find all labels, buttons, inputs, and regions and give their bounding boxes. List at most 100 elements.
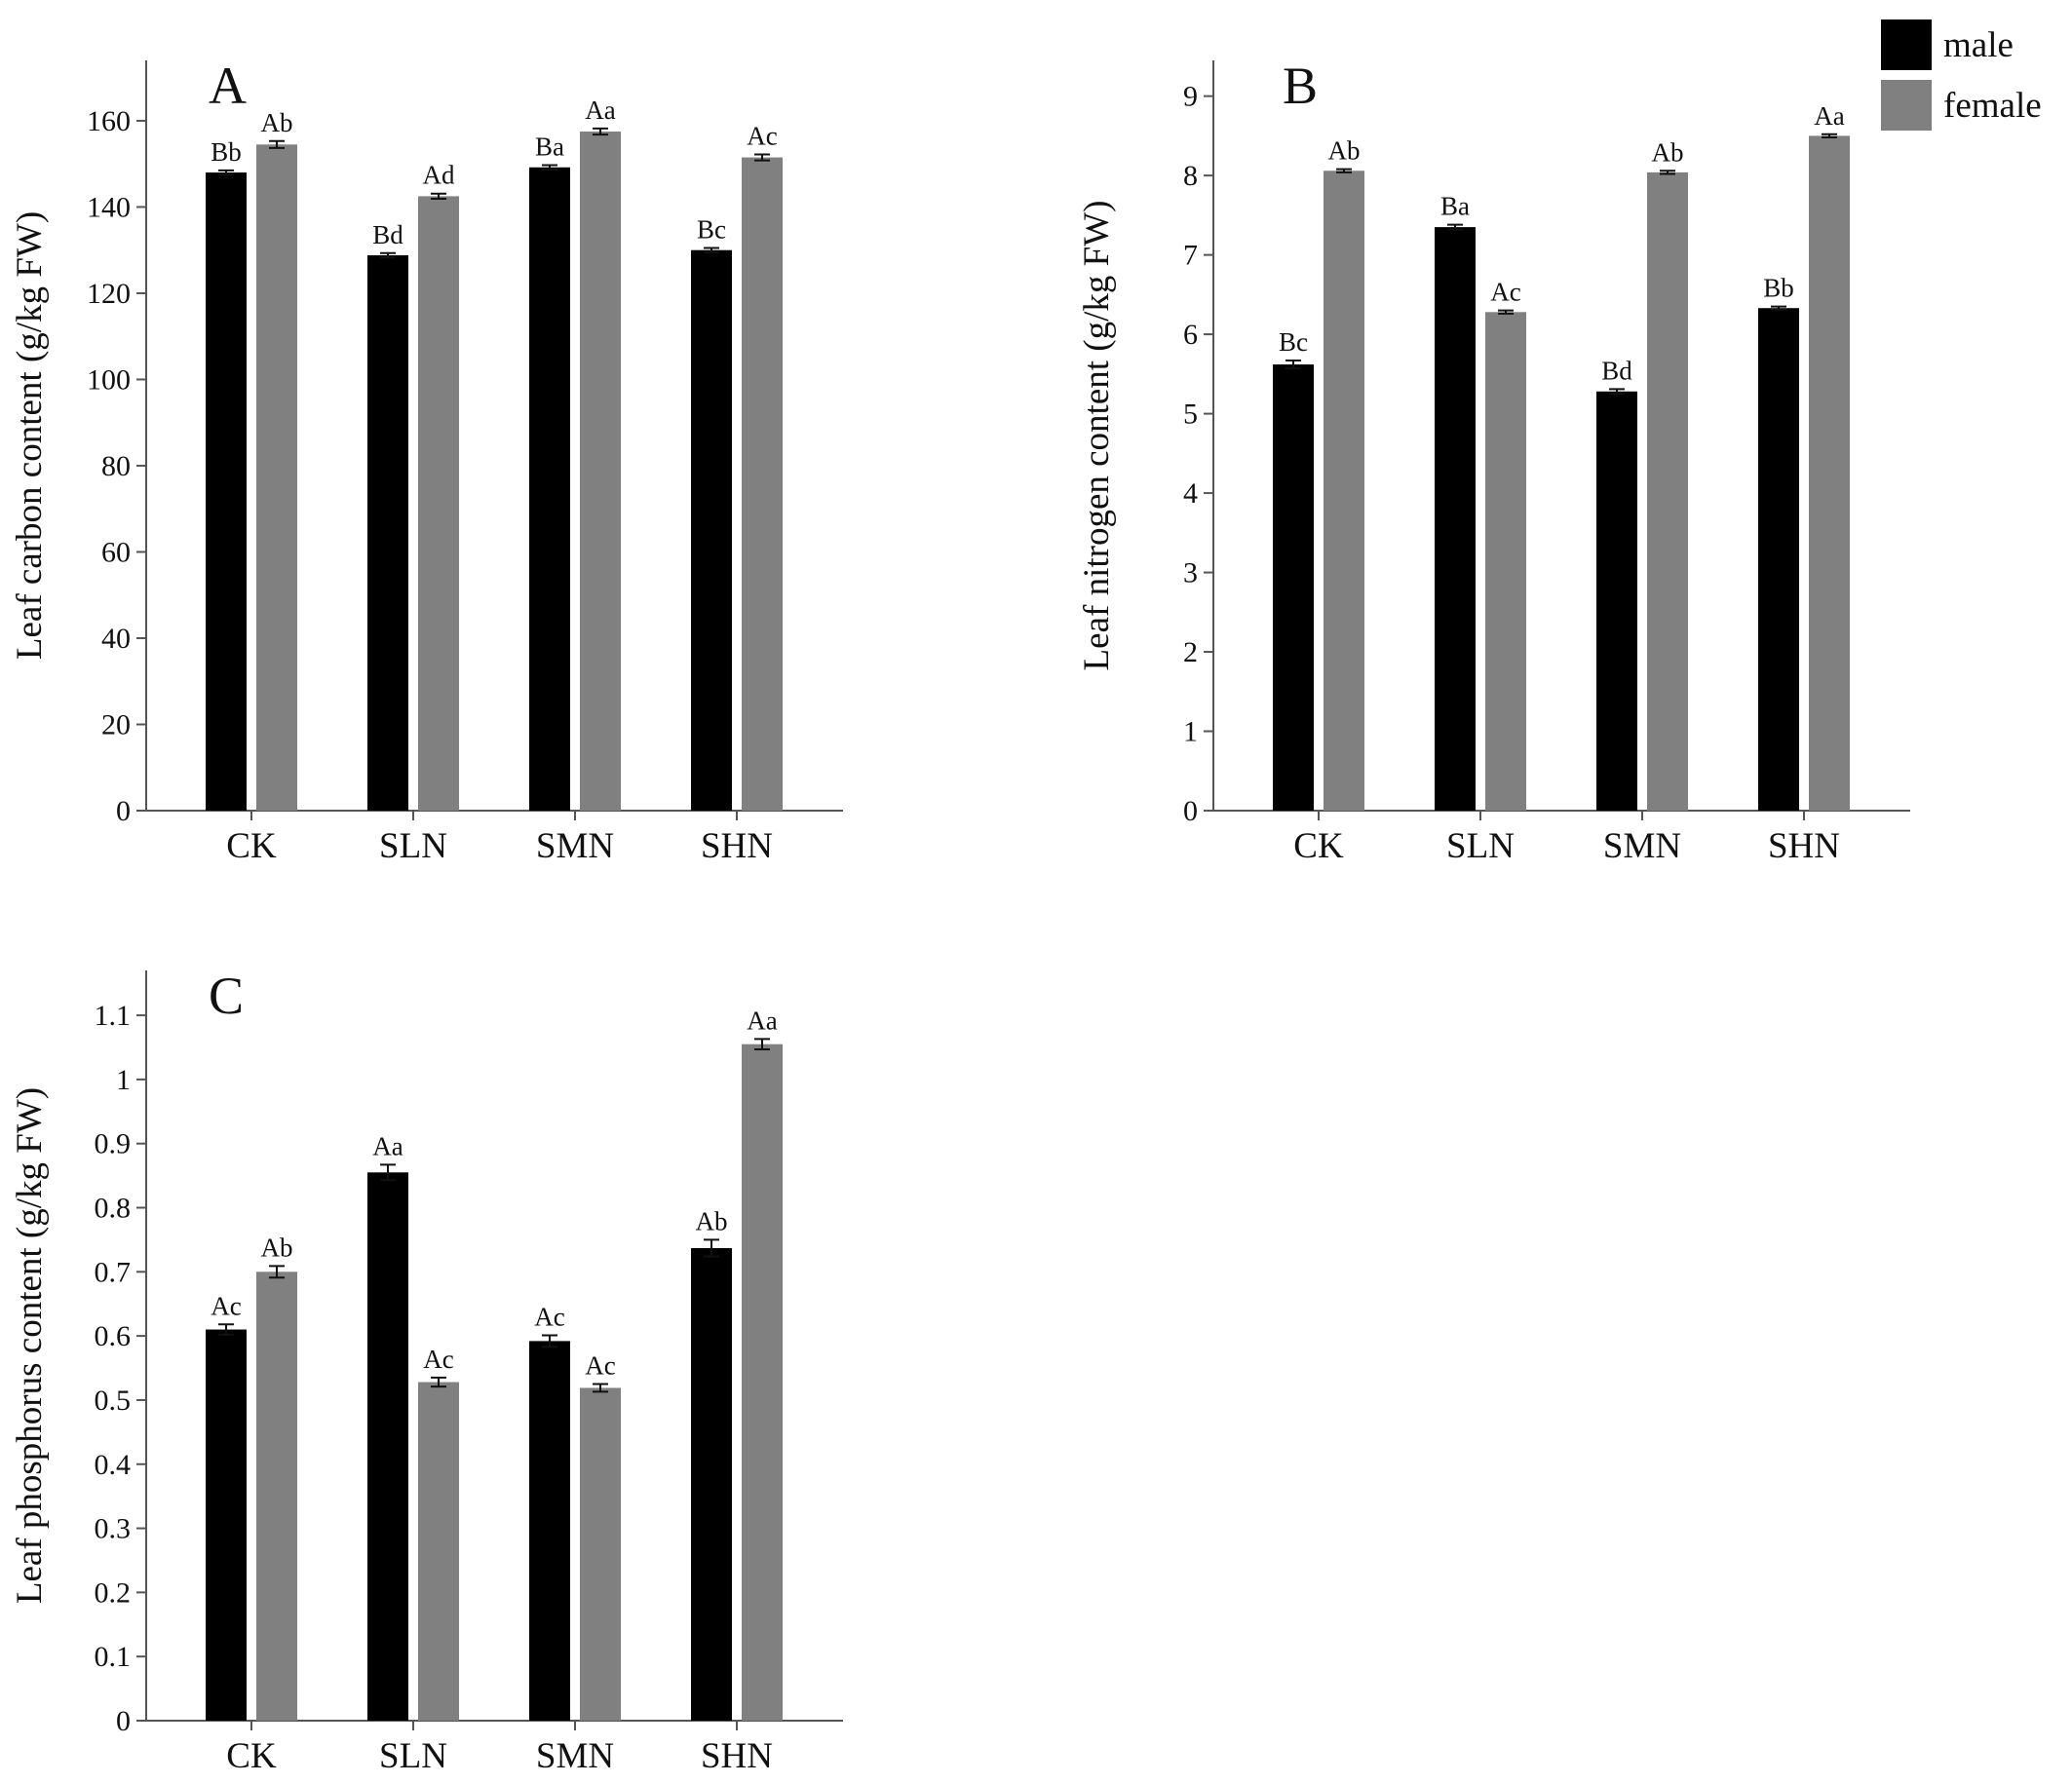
significance-label: Ba [535,133,564,162]
bar-male-sln [1435,227,1476,812]
significance-label: Aa [1814,101,1844,131]
y-tick-label: 0.4 [95,1449,132,1481]
bar-male-smn [1596,391,1637,811]
significance-label: Ab [261,1233,293,1262]
panel-letter: C [209,967,244,1025]
error-bar-male-sln [1447,223,1463,231]
legend-swatch-male [1881,19,1932,70]
y-tick-label: 0 [116,1705,131,1737]
bar-male-shn [691,1247,732,1721]
y-tick-label: 0.2 [95,1576,132,1609]
significance-label: Bc [1279,327,1308,357]
significance-label: Ac [423,1345,453,1374]
y-tick-label: 40 [101,623,131,655]
error-bar-male-smn [542,164,557,171]
y-axis-title: Leaf nitrogen content (g/kg FW) [1077,201,1117,671]
error-bar-male-shn [1771,305,1786,311]
significance-label: Bb [1763,274,1794,303]
error-bar-female-sln [1498,309,1514,315]
bar-male-sln [367,255,408,812]
bar-male-ck [206,1329,247,1721]
panel-letter: A [209,57,247,115]
error-bar-female-shn [754,153,770,162]
y-tick-label: 4 [1183,477,1198,510]
y-tick-label: 1 [116,1064,131,1096]
x-tick-label-shn: SHN [1768,826,1840,866]
bar-female-smn [580,132,621,812]
y-tick-label: 3 [1183,557,1198,589]
significance-label: Ad [423,161,455,190]
significance-label: Aa [747,1006,777,1035]
y-tick-label: 6 [1183,319,1198,351]
bar-female-shn [1809,135,1850,811]
y-tick-label: 80 [101,450,131,482]
y-tick-label: 0.9 [95,1128,132,1160]
error-bar-male-sln [380,1163,396,1182]
significance-label: Aa [372,1131,403,1160]
error-bar-female-shn [1822,133,1837,139]
x-tick-label-sln: SLN [379,1736,447,1776]
y-tick-label: 1 [1183,716,1198,748]
x-tick-label-shn: SHN [701,826,773,866]
error-bar-female-ck [269,139,285,149]
error-bar-female-smn [593,1383,608,1393]
y-tick-label: 0 [116,795,131,827]
significance-label: Ba [1440,192,1470,221]
bar-male-smn [529,167,570,811]
significance-label: Ab [1328,136,1361,166]
y-tick-label: 0.8 [95,1193,132,1225]
legend-label-male: male [1943,25,2014,65]
x-tick-label-ck: CK [226,1736,277,1776]
bar-female-smn [580,1387,621,1721]
y-tick-label: 0.3 [95,1513,132,1545]
bar-male-shn [691,249,732,811]
y-tick-label: 140 [87,191,131,223]
y-tick-label: 2 [1183,636,1198,668]
y-tick-label: 0.7 [95,1256,132,1288]
error-bar-male-shn [704,1238,719,1258]
y-axis-title: Leaf carbon content (g/kg FW) [10,211,50,660]
error-bar-male-smn [542,1334,557,1348]
legend-swatch-female [1881,80,1932,131]
bar-male-sln [367,1172,408,1721]
y-tick-label: 20 [101,708,131,740]
y-axis-title: Leaf phosphorus content (g/kg FW) [10,1087,50,1604]
y-tick-label: 120 [87,278,131,310]
y-tick-label: 7 [1183,240,1198,272]
y-tick-label: 8 [1183,160,1198,192]
y-tick-label: 100 [87,363,131,396]
panel-letter: B [1283,57,1318,115]
x-tick-label-sln: SLN [1446,826,1515,866]
bar-female-shn [742,1044,783,1721]
bar-female-sln [418,1382,459,1721]
bar-female-shn [742,157,783,811]
y-tick-label: 160 [87,105,131,137]
bar-female-ck [256,144,297,812]
x-tick-label-shn: SHN [701,1736,773,1776]
error-bar-male-sln [380,251,396,259]
panel-b: 0 1 2 3 4 5 6 7 8 9 CK SLN SMN SHN Bc Ba Bd Bb Ab Ac Ab Aa Lea… [1077,57,1910,866]
panel-a: 0 20 40 60 80 100 120 140 160 CK SLN SMN SHN Bb Bd Ba Bc… [10,57,843,866]
x-tick-label-smn: SMN [536,1736,614,1776]
significance-label: Ac [534,1302,564,1331]
y-tick-label: 0 [1183,795,1198,827]
significance-label: Ac [211,1291,241,1320]
error-bar-male-ck [218,169,234,176]
significance-label: Bd [1601,356,1632,385]
error-bar-female-sln [431,192,446,201]
bar-female-sln [1485,312,1526,811]
significance-label: Bc [697,215,726,245]
x-tick-label-sln: SLN [379,826,447,866]
error-bar-female-smn [593,127,608,136]
bar-female-smn [1647,171,1688,811]
bar-male-ck [206,172,247,811]
bar-male-smn [529,1341,570,1721]
y-tick-label: 60 [101,536,131,568]
y-tick-label: 1.1 [95,1000,132,1032]
x-tick-label-ck: CK [1293,826,1344,866]
significance-label: Ac [1490,278,1520,307]
bar-female-ck [1324,171,1364,811]
significance-label: Ac [585,1350,615,1380]
significance-label: Ac [747,121,777,150]
